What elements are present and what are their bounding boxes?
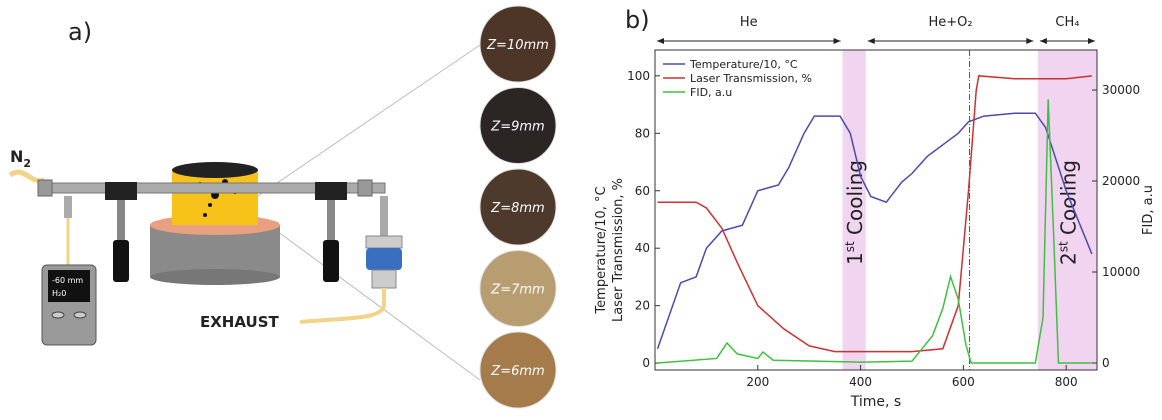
sensor-text: -60 mm <box>52 276 83 285</box>
legend-label: Laser Transmission, % <box>690 72 812 85</box>
y-tick-label: 60 <box>635 184 650 198</box>
sample-disc <box>479 168 557 246</box>
series-line <box>657 75 1092 353</box>
tap <box>64 196 72 218</box>
phase-label: CH₄ <box>1055 15 1079 30</box>
y2-tick-label: 0 <box>1102 356 1110 370</box>
sample-label: Z=7mm <box>490 283 544 298</box>
x-tick-label: 200 <box>746 375 769 389</box>
y-tick-label: 80 <box>635 126 650 140</box>
cooling-label: 1st Cooling <box>843 160 867 265</box>
panel-label: b) <box>625 6 650 34</box>
sensor-text: H₂0 <box>52 289 66 298</box>
sample-label: Z=9mm <box>490 120 544 135</box>
post <box>117 200 125 240</box>
legend-label: FID, a.u <box>690 86 732 99</box>
y-axis-label: Temperature/10, °C <box>594 186 609 314</box>
sample-disc <box>479 5 557 83</box>
y2-tick-label: 30000 <box>1102 83 1140 97</box>
phase-label: He <box>740 15 758 30</box>
clamp <box>315 182 347 200</box>
sensor-button <box>73 311 87 319</box>
gas: N <box>10 147 23 166</box>
phase-label: He+O₂ <box>928 15 972 30</box>
sample-label: Z=8mm <box>490 201 544 216</box>
post-foot <box>323 240 339 282</box>
exhaust-label: EXHAUST <box>200 313 279 331</box>
y-axis-label: Laser Transmission, % <box>611 178 626 322</box>
samples: Z=10mm Z=9mm Z=8mm Z=7mm Z=6mm <box>479 5 557 409</box>
y-tick-label: 20 <box>635 299 650 313</box>
cooling-num: 2 <box>1056 252 1080 265</box>
gas-label: N2 <box>10 147 31 170</box>
post-foot <box>113 240 129 282</box>
sample-disc <box>479 331 557 409</box>
exhaust-hose <box>299 288 386 324</box>
sample-disc <box>479 87 557 164</box>
panel-label: a) <box>68 18 92 46</box>
y-tick-label: 40 <box>635 241 650 255</box>
base-bottom <box>150 269 280 285</box>
cooling-sup: st <box>1056 241 1070 252</box>
sensor-button <box>51 311 65 319</box>
sample-disc <box>479 250 557 327</box>
y2-tick-label: 10000 <box>1102 265 1140 279</box>
sample-label: Z=10mm <box>486 38 549 53</box>
x-tick-label: 600 <box>952 375 975 389</box>
pipe-end <box>37 179 53 197</box>
cylinder-top <box>172 162 258 178</box>
gas-sub: 2 <box>23 157 31 170</box>
cooling-num: 1 <box>843 252 867 265</box>
y-tick-label: 100 <box>627 69 650 83</box>
sample-label: Z=6mm <box>490 364 544 379</box>
filter <box>366 248 402 270</box>
clamp <box>105 182 137 200</box>
x-tick-label: 400 <box>849 375 872 389</box>
pipe-end <box>357 179 373 197</box>
zoom-line <box>254 44 481 199</box>
cooling-sup: st <box>843 241 857 252</box>
series-line <box>656 112 1093 349</box>
x-tick-label: 800 <box>1055 375 1078 389</box>
cooling-text: Cooling <box>843 160 867 241</box>
y2-axis-label: FID, a.u <box>1141 185 1156 235</box>
y-tick-label: 0 <box>642 356 650 370</box>
legend-label: Temperature/10, °C <box>689 58 798 71</box>
filter-body <box>371 269 397 289</box>
filter-cap <box>365 235 403 249</box>
plot-frame <box>654 49 1098 371</box>
sensor-screen <box>48 270 90 302</box>
x-axis-label: Time, s <box>850 394 901 410</box>
zoom-line <box>254 214 481 381</box>
y2-tick-label: 20000 <box>1102 174 1140 188</box>
post <box>327 200 335 240</box>
outlet <box>380 196 388 236</box>
series-line <box>657 99 1092 364</box>
